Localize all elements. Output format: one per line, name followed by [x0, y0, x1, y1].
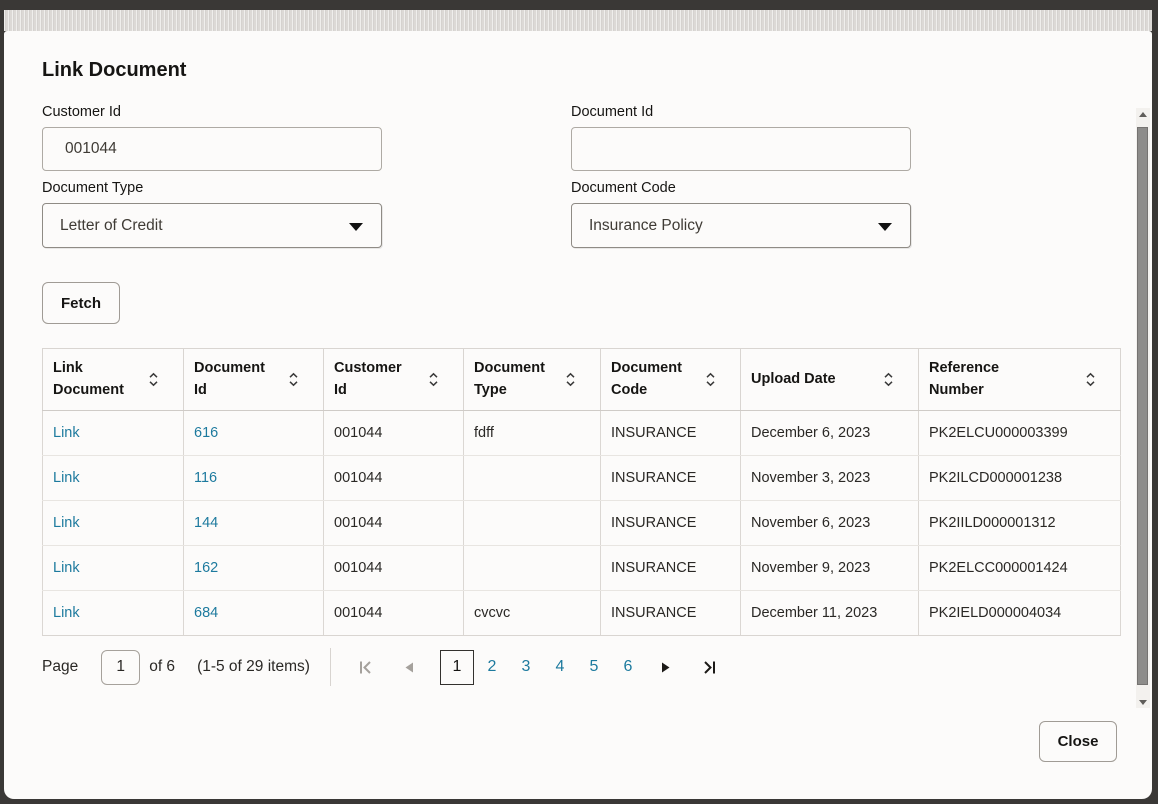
- customer-id-label: Customer Id: [42, 104, 121, 120]
- upload-date-cell: November 6, 2023: [740, 500, 919, 546]
- column-header-customer-id[interactable]: Customer Id: [323, 348, 464, 411]
- page-button-4[interactable]: 4: [555, 658, 565, 675]
- document-code-cell: INSURANCE: [600, 545, 741, 591]
- upload-date-cell: November 9, 2023: [740, 545, 919, 591]
- column-header-document-code[interactable]: Document Code: [600, 348, 741, 411]
- document-code-cell: INSURANCE: [600, 455, 741, 501]
- document-type-select[interactable]: Letter of Credit: [42, 203, 382, 248]
- items-count: (1-5 of 29 items): [197, 658, 310, 675]
- sort-icon[interactable]: [705, 371, 716, 388]
- customer-id-cell: 001044: [323, 500, 464, 546]
- link-action-link[interactable]: Link: [53, 605, 80, 621]
- table-row: Link 162 001044 INSURANCE November 9, 20…: [42, 545, 1121, 591]
- document-id-link[interactable]: 616: [194, 425, 219, 441]
- reference-number-cell: PK2IILD000001312: [918, 500, 1121, 546]
- close-button[interactable]: Close: [1039, 721, 1117, 762]
- link-document-modal: Link Document Customer Id Document Id Do…: [4, 31, 1152, 799]
- document-type-cell: cvcvc: [463, 590, 601, 636]
- document-id-link[interactable]: 162: [194, 560, 219, 576]
- upload-date-cell: November 3, 2023: [740, 455, 919, 501]
- customer-id-input[interactable]: [42, 127, 382, 171]
- document-id-link[interactable]: 144: [194, 515, 219, 531]
- table-body: Link 616 001044 fdff INSURANCE December …: [42, 410, 1121, 636]
- caret-down-icon: [878, 222, 892, 231]
- customer-id-field-group: Customer Id: [42, 104, 382, 171]
- reference-number-cell: PK2ELCC000001424: [918, 545, 1121, 591]
- document-id-label: Document Id: [571, 104, 654, 120]
- document-code-cell: INSURANCE: [600, 500, 741, 546]
- document-code-select[interactable]: Insurance Policy: [571, 203, 911, 248]
- first-page-button[interactable]: [349, 650, 383, 684]
- previous-page-button[interactable]: [393, 650, 427, 684]
- document-id-input[interactable]: [571, 127, 911, 171]
- next-page-button[interactable]: [649, 650, 683, 684]
- page-number-input[interactable]: [101, 649, 141, 685]
- table-row: Link 616 001044 fdff INSURANCE December …: [42, 410, 1121, 456]
- page-button-6[interactable]: 6: [623, 658, 633, 675]
- scrollbar-thumb[interactable]: [1137, 127, 1148, 685]
- table-row: Link 144 001044 INSURANCE November 6, 20…: [42, 500, 1121, 546]
- link-action-link[interactable]: Link: [53, 425, 80, 441]
- column-header-document-id[interactable]: Document Id: [183, 348, 324, 411]
- documents-table: Link Document Document Id Customer Id Do…: [42, 348, 1121, 636]
- column-header-document-type[interactable]: Document Type: [463, 348, 601, 411]
- table-header-row: Link Document Document Id Customer Id Do…: [42, 348, 1121, 411]
- sort-icon[interactable]: [288, 371, 299, 388]
- link-action-link[interactable]: Link: [53, 515, 80, 531]
- document-code-cell: INSURANCE: [600, 590, 741, 636]
- upload-date-cell: December 11, 2023: [740, 590, 919, 636]
- page-button-5[interactable]: 5: [589, 658, 599, 675]
- reference-number-cell: PK2ILCD000001238: [918, 455, 1121, 501]
- document-type-cell: [463, 500, 601, 546]
- page-button-1[interactable]: 1: [439, 649, 474, 685]
- document-id-field-group: Document Id: [571, 104, 911, 171]
- document-type-selected-value: Letter of Credit: [60, 216, 163, 234]
- document-type-cell: [463, 455, 601, 501]
- link-action-link[interactable]: Link: [53, 470, 80, 486]
- last-page-button[interactable]: [693, 650, 727, 684]
- pagination-divider: [329, 648, 331, 686]
- document-type-label: Document Type: [42, 180, 144, 196]
- vertical-scrollbar[interactable]: [1136, 108, 1150, 708]
- document-id-link[interactable]: 684: [194, 605, 219, 621]
- customer-id-cell: 001044: [323, 545, 464, 591]
- sort-icon[interactable]: [1085, 371, 1096, 388]
- document-type-field-group: Document Type Letter of Credit: [42, 180, 382, 248]
- document-type-cell: [463, 545, 601, 591]
- caret-down-icon: [349, 222, 363, 231]
- page-button-2[interactable]: 2: [487, 658, 497, 675]
- sort-icon[interactable]: [565, 371, 576, 388]
- scroll-down-icon[interactable]: [1136, 696, 1150, 708]
- scroll-up-icon[interactable]: [1136, 108, 1150, 120]
- pagination-bar: Page of 6 (1-5 of 29 items) 1 2 3 4 5 6: [42, 647, 1122, 687]
- reference-number-cell: PK2IELD000004034: [918, 590, 1121, 636]
- fetch-button[interactable]: Fetch: [42, 282, 120, 324]
- customer-id-cell: 001044: [323, 410, 464, 456]
- reference-number-cell: PK2ELCU000003399: [918, 410, 1121, 456]
- page-button-3[interactable]: 3: [521, 658, 531, 675]
- sort-icon[interactable]: [428, 371, 439, 388]
- upload-date-cell: December 6, 2023: [740, 410, 919, 456]
- column-header-reference-number[interactable]: Reference Number: [918, 348, 1121, 411]
- customer-id-cell: 001044: [323, 590, 464, 636]
- modal-title: Link Document: [42, 59, 187, 81]
- page-label: Page: [42, 658, 79, 675]
- sort-icon[interactable]: [883, 371, 894, 388]
- dimmed-background: [4, 10, 1152, 31]
- document-code-field-group: Document Code Insurance Policy: [571, 180, 911, 248]
- sort-icon[interactable]: [148, 371, 159, 388]
- document-code-selected-value: Insurance Policy: [589, 216, 703, 234]
- document-id-link[interactable]: 116: [194, 470, 218, 486]
- column-header-upload-date[interactable]: Upload Date: [740, 348, 919, 411]
- table-row: Link 116 001044 INSURANCE November 3, 20…: [42, 455, 1121, 501]
- page-of-total: of 6: [149, 658, 176, 675]
- document-code-label: Document Code: [571, 180, 676, 196]
- link-action-link[interactable]: Link: [53, 560, 80, 576]
- customer-id-cell: 001044: [323, 455, 464, 501]
- table-row: Link 684 001044 cvcvc INSURANCE December…: [42, 590, 1121, 636]
- column-header-link-document[interactable]: Link Document: [42, 348, 184, 411]
- document-type-cell: fdff: [463, 410, 601, 456]
- document-code-cell: INSURANCE: [600, 410, 741, 456]
